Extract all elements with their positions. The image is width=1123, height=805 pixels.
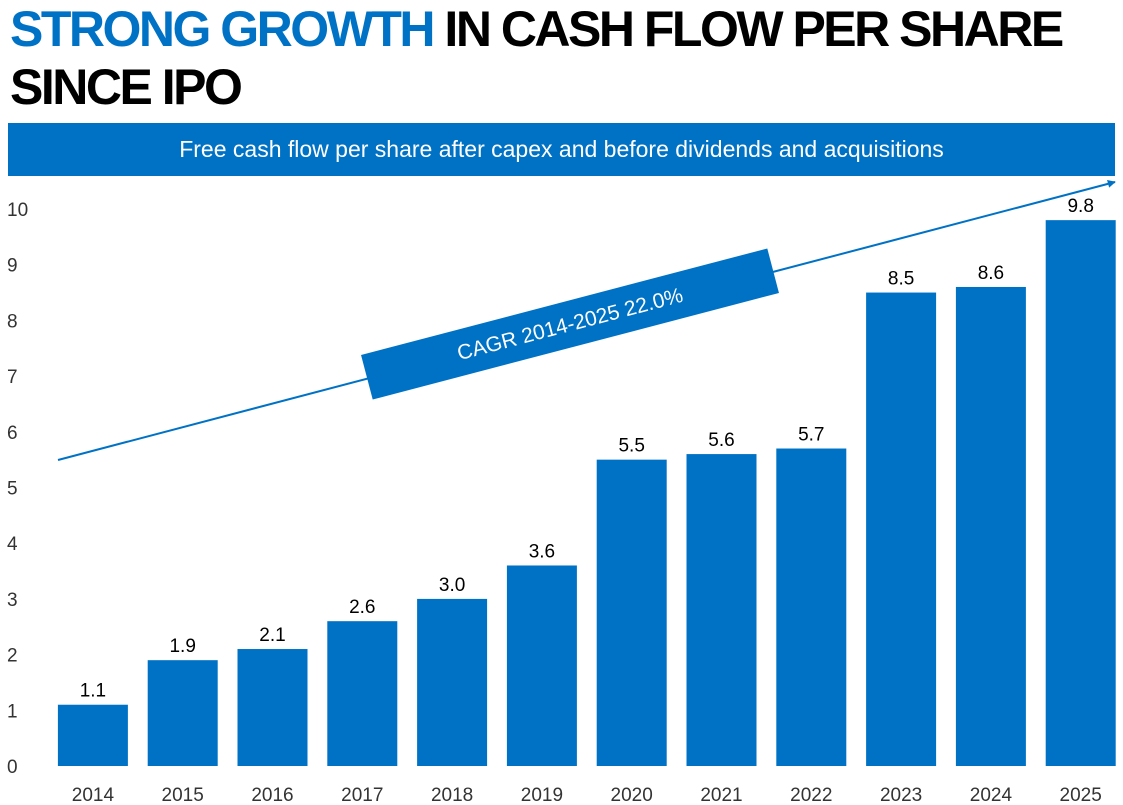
x-tick-label: 2020 bbox=[611, 785, 653, 805]
y-tick-label: 8 bbox=[7, 311, 18, 332]
title-highlight: STRONG GROWTH bbox=[10, 1, 436, 57]
value-label: 3.6 bbox=[529, 541, 555, 562]
bar-2020 bbox=[596, 459, 667, 766]
x-tick-label: 2022 bbox=[790, 785, 832, 805]
y-tick-label: 7 bbox=[7, 367, 18, 388]
x-tick-label: 2025 bbox=[1060, 785, 1102, 805]
x-tick-label: 2017 bbox=[341, 785, 383, 805]
value-label: 1.1 bbox=[80, 681, 106, 702]
y-axis: 0 1 2 3 4 5 6 7 8 9 10 bbox=[7, 200, 28, 778]
value-label: 1.9 bbox=[169, 636, 195, 657]
subtitle-banner: Free cash flow per share after capex and… bbox=[8, 123, 1115, 176]
value-label: 8.6 bbox=[978, 263, 1004, 284]
bar-2015 bbox=[147, 660, 218, 766]
y-tick-label: 10 bbox=[7, 200, 28, 221]
x-tick-label: 2016 bbox=[251, 785, 293, 805]
value-label: 8.5 bbox=[888, 269, 914, 290]
bar-chart: 0 1 2 3 4 5 6 7 8 9 10 1.1 1.9 2.1 2.6 3.0 3.6 5.5 5.6 5.7… bbox=[7, 179, 1116, 805]
x-tick-label: 2024 bbox=[970, 785, 1013, 805]
bar-2018 bbox=[417, 598, 488, 766]
y-tick-label: 2 bbox=[7, 646, 18, 667]
bar-2014 bbox=[57, 704, 128, 766]
y-tick-label: 1 bbox=[7, 701, 18, 722]
x-tick-label: 2021 bbox=[700, 785, 742, 805]
bar-2022 bbox=[776, 448, 847, 766]
x-tick-label: 2019 bbox=[521, 785, 563, 805]
bars: 1.1 1.9 2.1 2.6 3.0 3.6 5.5 5.6 5.7 8.5 8.6 9.8 bbox=[57, 196, 1116, 766]
value-label: 5.6 bbox=[708, 430, 734, 451]
y-tick-label: 6 bbox=[7, 423, 18, 444]
y-tick-label: 0 bbox=[7, 757, 18, 778]
x-axis: 2014 2015 2016 2017 2018 2019 2020 2021 2022 2023… bbox=[72, 785, 1102, 805]
bar-2023 bbox=[866, 292, 937, 766]
cagr-box-bg bbox=[361, 248, 779, 400]
y-tick-label: 5 bbox=[7, 479, 18, 500]
bar-2024 bbox=[955, 286, 1026, 766]
x-tick-label: 2014 bbox=[72, 785, 115, 805]
value-label: 9.8 bbox=[1067, 196, 1093, 217]
value-label: 5.5 bbox=[618, 436, 644, 457]
x-tick-label: 2015 bbox=[162, 785, 204, 805]
x-tick-label: 2018 bbox=[431, 785, 473, 805]
y-tick-label: 4 bbox=[7, 534, 18, 555]
value-label: 3.0 bbox=[439, 575, 465, 596]
x-tick-label: 2023 bbox=[880, 785, 922, 805]
value-label: 2.6 bbox=[349, 597, 375, 618]
y-tick-label: 3 bbox=[7, 590, 18, 611]
bar-2021 bbox=[686, 454, 757, 766]
bar-2019 bbox=[506, 565, 577, 766]
page-title: STRONG GROWTH IN CASH FLOW PER SHARE SIN… bbox=[10, 0, 1123, 116]
value-label: 5.7 bbox=[798, 425, 824, 446]
value-label: 2.1 bbox=[259, 625, 285, 646]
y-tick-label: 9 bbox=[7, 256, 18, 277]
title-rest: IN CASH FLOW PER SHARE SINCE IPO bbox=[10, 1, 1064, 115]
cagr-annotation: CAGR 2014-2025 22.0% bbox=[361, 248, 779, 400]
bar-2016 bbox=[237, 649, 308, 766]
bar-2017 bbox=[327, 621, 398, 766]
bar-2025 bbox=[1045, 220, 1116, 766]
